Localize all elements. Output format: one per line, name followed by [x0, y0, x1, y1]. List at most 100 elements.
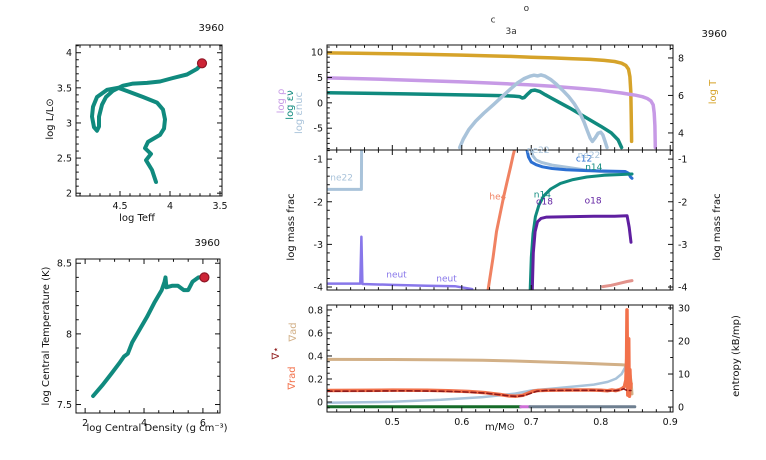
tick-label: 0.9 — [663, 417, 678, 428]
hr-x-axis-label: log Teff — [119, 213, 155, 224]
tick-label: 0.5 — [385, 417, 400, 428]
entropy-profile — [327, 356, 633, 405]
tick-label: 0.6 — [454, 417, 469, 428]
burn-type-label-c: c — [491, 16, 496, 26]
tc-y-axis-label: log Central Temperature (K) — [41, 266, 52, 406]
tick-label: 0.4 — [308, 351, 323, 362]
tick-label: 0 — [317, 397, 323, 408]
model-number-title: 3960 — [195, 238, 220, 249]
tick-label: 0.8 — [593, 417, 608, 428]
tc-x-axis-label: log Central Density (g cm⁻³) — [86, 423, 228, 434]
tick-label: 5 — [317, 73, 323, 84]
tick-label: 10 — [678, 370, 690, 381]
tick-label: 4 — [66, 48, 72, 59]
tick-label: 8.5 — [57, 259, 72, 270]
mass-frac-left-axis-label: log mass frac — [286, 193, 297, 261]
hr-y-axis-label: log L/L⊙ — [45, 98, 56, 140]
mass-x-axis-label: m/M⊙ — [484, 422, 516, 433]
bot-panel: 0.5 0.6 0.7 0.8 0.9 0.8 0.6 0.4 0.2 0 30 20 10 0 — [308, 303, 690, 428]
tick-label: -2 — [314, 197, 323, 208]
tick-label: -5 — [314, 124, 323, 135]
tick-label: 10 — [311, 48, 323, 59]
hr-panel: 4.5 4 3.5 4 3.5 3 2.5 2 3960 — [57, 23, 228, 212]
bot-frame — [326, 304, 674, 413]
burn-type-label-o: o — [524, 4, 530, 14]
tick-label: 30 — [678, 303, 690, 314]
tick-label: 2 — [66, 189, 72, 200]
log-rho-profile — [327, 76, 658, 150]
tick-label: 0.2 — [308, 374, 323, 385]
tick-label: -3 — [314, 240, 323, 251]
tc-panel: 2 4 6 7.5 8 8.5 3960 — [57, 238, 221, 429]
tick-label: 2 — [82, 418, 88, 429]
h1-abundance — [601, 279, 634, 289]
tick-label: 20 — [678, 336, 690, 347]
tick-label: 0 — [678, 403, 684, 414]
burn-type-label-3a: 3a — [505, 27, 516, 37]
tick-label: 4.5 — [112, 201, 127, 212]
isotope-label-he4: he4 — [489, 193, 506, 203]
mass-frac-right-axis-label: log mass frac — [712, 193, 723, 261]
he4-abundance — [486, 150, 517, 290]
tick-label: 4 — [141, 418, 147, 429]
grad-star-axis-label: ∇⋆ — [271, 346, 282, 360]
tick-label: 8 — [678, 53, 684, 64]
isotope-label-neut: neut — [436, 274, 457, 284]
tick-label: -4 — [678, 283, 687, 294]
grad-ad-axis-label: ∇ad — [288, 322, 299, 342]
log-eps-nuc-profile — [457, 73, 609, 150]
tick-label: -4 — [314, 283, 323, 294]
ne22-core-abundance — [327, 150, 364, 191]
model-number-title: 3960 — [199, 23, 224, 34]
log-eps-nuc-axis-label: log εnuc — [294, 91, 305, 135]
tick-label: 0.8 — [308, 305, 323, 316]
tick-label: -1 — [678, 155, 687, 166]
tick-label: 3.5 — [57, 83, 72, 94]
tc-frame — [75, 258, 221, 414]
tick-label: -1 — [314, 155, 323, 166]
log-t-axis-label: log T — [708, 79, 719, 105]
top-panel: 10 5 0 -5 8 6 4 o c 3a 3960 — [311, 4, 727, 151]
isotope-label-c12: c12 — [576, 155, 592, 165]
mid-frame — [326, 149, 674, 291]
tick-label: 4 — [678, 128, 684, 139]
isotope-label-ne22: ne22 — [527, 146, 550, 156]
grad-rad-profile — [327, 308, 633, 398]
isotope-label-ne22: ne22 — [578, 151, 601, 161]
tick-label: 2.5 — [57, 154, 72, 165]
isotope-label-o18: o18 — [536, 197, 553, 207]
isotope-label-ne22: ne22 — [330, 173, 353, 183]
log-T-profile — [327, 51, 634, 144]
hr-evolution-track — [90, 62, 203, 184]
isotope-label-n14: n14 — [585, 163, 602, 173]
tick-label: 0.6 — [308, 328, 323, 339]
tick-label: 0 — [317, 98, 323, 109]
isotope-label-o18: o18 — [585, 196, 602, 206]
tick-label: 3 — [66, 118, 72, 129]
tick-label: 4 — [167, 201, 173, 212]
isotope-label-neut: neut — [386, 271, 407, 281]
tick-label: -2 — [678, 197, 687, 208]
tick-label: 3.5 — [212, 201, 227, 212]
o18-abundance — [530, 214, 633, 290]
tick-label: 0.7 — [524, 417, 539, 428]
current-model-marker — [196, 58, 208, 69]
tick-label: -3 — [678, 240, 687, 251]
n14-abundance — [528, 172, 634, 290]
neut-abundance — [327, 235, 474, 290]
entropy-axis-label: entropy (kB/mp) — [731, 315, 742, 397]
central-conditions-track — [91, 275, 206, 398]
isotope-label-n14: n14 — [534, 190, 551, 200]
model-number-title: 3960 — [702, 29, 727, 40]
tick-label: 6 — [678, 91, 684, 102]
grad-rad-axis-label: ∇rad — [287, 366, 298, 390]
grad-star-profile — [327, 387, 632, 398]
log-eps-nu-profile — [327, 88, 624, 150]
tick-label: 8 — [66, 329, 72, 340]
tick-label: 6 — [200, 418, 206, 429]
hr-frame — [75, 44, 223, 197]
tick-label: 7.5 — [57, 400, 72, 411]
